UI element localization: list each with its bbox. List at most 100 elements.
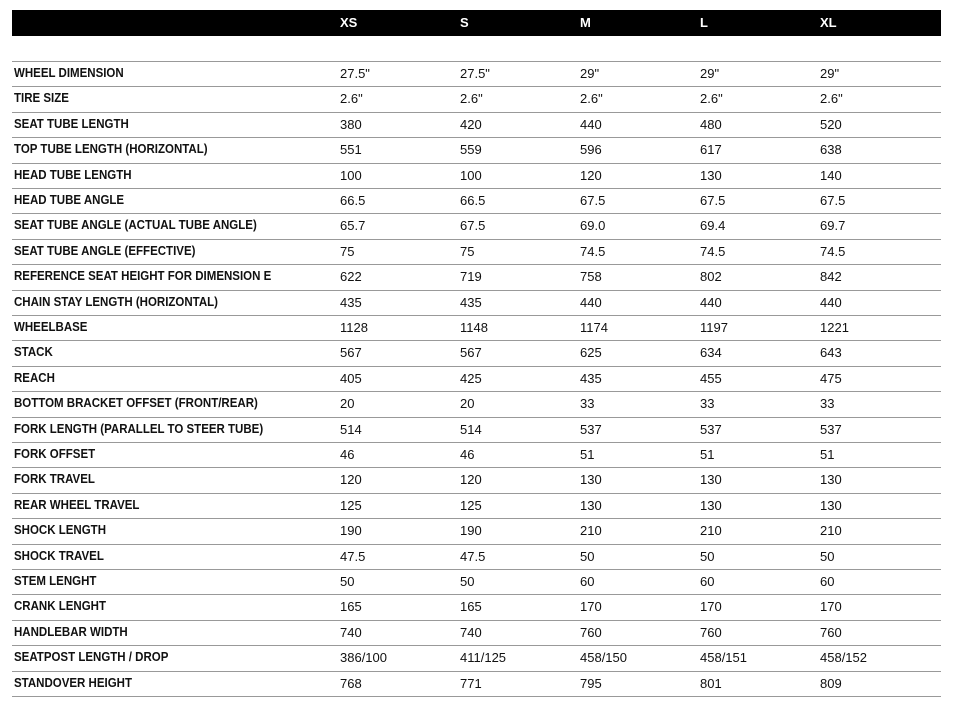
cell-value: 50	[460, 574, 475, 589]
row-label: STACK	[14, 345, 53, 360]
cell-value: 140	[820, 167, 842, 183]
cell-value: 74.5	[580, 243, 606, 259]
cell-value: 125	[460, 497, 482, 513]
cell-value: 130	[700, 472, 722, 488]
cell-value: 51	[580, 447, 595, 462]
cell-value: 380	[340, 116, 362, 132]
row-divider	[12, 620, 941, 621]
cell-value: 65.7	[340, 218, 366, 234]
column-header: S	[460, 15, 469, 30]
cell-value: 66.5	[460, 193, 486, 208]
cell-value: 760	[700, 624, 722, 640]
cell-value: 1148	[460, 320, 488, 335]
row-divider	[12, 188, 941, 189]
cell-value: 75	[340, 243, 355, 259]
cell-value: 514	[340, 421, 362, 437]
cell-value: 210	[580, 523, 602, 539]
cell-value: 458/150	[580, 650, 627, 666]
cell-value: 51	[820, 447, 835, 462]
cell-value: 740	[340, 624, 362, 640]
column-header: L	[700, 15, 708, 30]
row-divider	[12, 290, 941, 291]
cell-value: 567	[340, 345, 362, 361]
cell-value: 740	[460, 624, 482, 640]
cell-value: 165	[340, 599, 362, 615]
cell-value: 33	[700, 396, 715, 412]
cell-value: 458/152	[820, 650, 867, 666]
row-label: FORK LENGTH (PARALLEL TO STEER TUBE)	[14, 421, 264, 436]
cell-value: 405	[340, 370, 362, 386]
cell-value: 514	[460, 421, 482, 437]
cell-value: 130	[580, 497, 602, 513]
row-divider	[12, 112, 941, 113]
cell-value: 719	[460, 269, 482, 285]
cell-value: 842	[820, 269, 842, 285]
row-divider	[12, 163, 941, 164]
cell-value: 20	[340, 396, 355, 412]
cell-value: 46	[340, 447, 355, 462]
cell-value: 475	[820, 370, 842, 386]
cell-value: 74.5	[820, 243, 846, 259]
cell-value: 29"	[700, 66, 720, 81]
cell-value: 537	[700, 421, 722, 437]
cell-value: 47.5	[460, 548, 486, 564]
cell-value: 27.5"	[460, 66, 490, 81]
cell-value: 75	[460, 243, 475, 259]
header-bar	[12, 10, 941, 36]
cell-value: 551	[340, 142, 362, 158]
cell-value: 170	[700, 599, 722, 615]
cell-value: 802	[700, 269, 722, 285]
cell-value: 130	[820, 472, 842, 488]
row-divider	[12, 86, 941, 87]
row-label: HEAD TUBE LENGTH	[14, 167, 132, 182]
cell-value: 760	[580, 624, 602, 640]
row-divider	[12, 315, 941, 316]
row-divider	[12, 366, 941, 367]
cell-value: 50	[340, 574, 355, 589]
cell-value: 643	[820, 345, 842, 361]
cell-value: 120	[340, 472, 362, 488]
cell-value: 386/100	[340, 650, 387, 666]
cell-value: 190	[460, 523, 482, 539]
column-header: XS	[340, 15, 358, 30]
row-label: TIRE SIZE	[14, 91, 69, 106]
cell-value: 567	[460, 345, 482, 361]
row-label: CRANK LENGHT	[14, 599, 106, 614]
cell-value: 210	[700, 523, 722, 539]
cell-value: 411/125	[460, 650, 507, 666]
cell-value: 760	[820, 624, 842, 640]
cell-value: 1128	[340, 320, 368, 335]
row-divider	[12, 239, 941, 240]
row-label: REAR WHEEL TRAVEL	[14, 497, 140, 512]
cell-value: 130	[820, 497, 842, 513]
row-divider	[12, 391, 941, 392]
cell-value: 51	[700, 447, 715, 462]
cell-value: 27.5"	[340, 66, 370, 81]
row-label: SEAT TUBE LENGTH	[14, 116, 129, 131]
cell-value: 46	[460, 447, 475, 462]
cell-value: 69.4	[700, 218, 726, 234]
cell-value: 67.5	[700, 193, 726, 208]
cell-value: 170	[820, 599, 842, 615]
row-label: TOP TUBE LENGTH (HORIZONTAL)	[14, 142, 208, 157]
cell-value: 537	[580, 421, 602, 437]
cell-value: 2.6"	[460, 91, 483, 107]
row-divider	[12, 137, 941, 138]
cell-value: 67.5	[580, 193, 606, 208]
row-divider	[12, 417, 941, 418]
cell-value: 440	[820, 294, 842, 310]
cell-value: 455	[700, 370, 722, 386]
cell-value: 120	[580, 167, 602, 183]
cell-value: 50	[820, 548, 835, 564]
row-label: SHOCK TRAVEL	[14, 548, 104, 563]
cell-value: 559	[460, 142, 482, 158]
cell-value: 435	[580, 370, 602, 386]
cell-value: 768	[340, 675, 362, 691]
row-label: WHEEL DIMENSION	[14, 66, 124, 80]
cell-value: 29"	[820, 66, 840, 81]
cell-value: 638	[820, 142, 842, 158]
cell-value: 130	[700, 167, 722, 183]
cell-value: 634	[700, 345, 722, 361]
cell-value: 440	[700, 294, 722, 310]
